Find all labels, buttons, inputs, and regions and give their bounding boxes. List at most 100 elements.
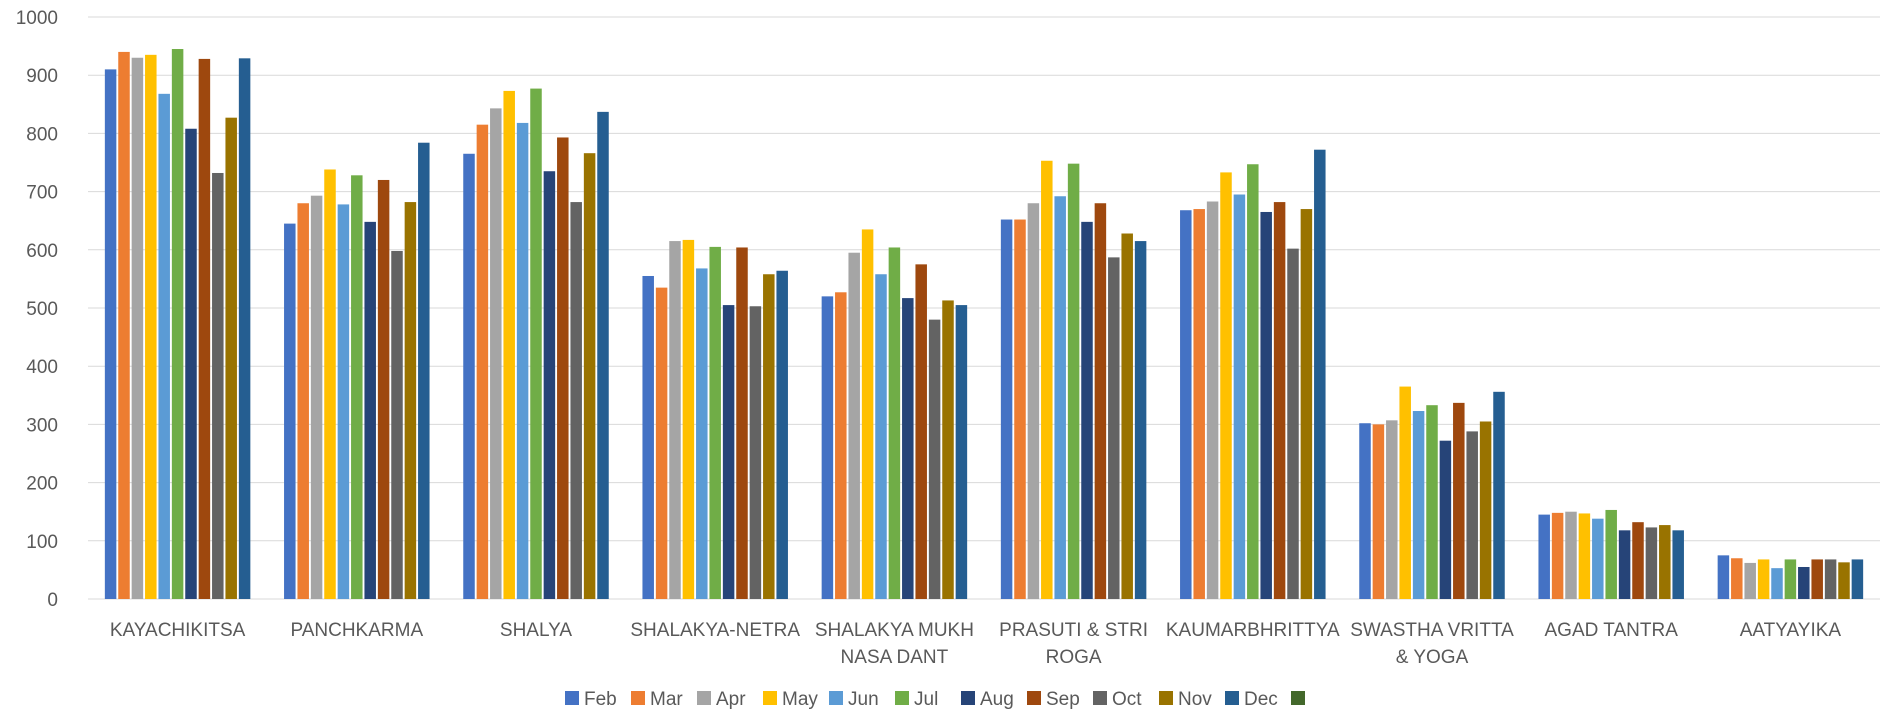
bar-aug [1260,211,1272,599]
legend-label: Jul [914,689,938,710]
bar-feb [284,223,296,600]
bar-apr [490,108,502,600]
bar-sep [1811,559,1823,599]
x-axis: KAYACHIKITSA PANCHKARMA SHALYA SHALAKYA-NET… [110,620,1842,668]
legend-swatch [1159,691,1173,705]
bar-sep [1453,402,1465,599]
legend-label: Mar [650,689,683,710]
bar-oct [1466,431,1478,599]
x-tick-label: NASA DANT [841,647,949,668]
bar-dec [1493,391,1505,599]
legend-swatch [697,691,711,705]
x-tick-label: AGAD TANTRA [1545,620,1679,641]
bar-oct [570,202,582,600]
bar-may [1578,513,1591,599]
bar-aug [1798,566,1810,599]
bar-dec [955,305,968,599]
bar-sep [736,247,748,600]
legend-swatch [1027,691,1041,705]
bar-feb [1000,219,1013,599]
bar-oct [1287,248,1299,600]
bar-apr [1206,201,1219,599]
bar-may [1757,559,1770,599]
bar-nov [1300,209,1313,599]
bar-jun [158,93,170,599]
bar-apr [669,241,681,599]
bar-jul [530,88,542,599]
bar-mar [1731,558,1743,599]
bar-nov [1659,525,1671,599]
y-tick-label: 1000 [16,8,58,29]
legend-label: May [782,689,818,710]
bar-may [682,239,695,599]
bar-dec [776,270,788,599]
bar-mar [1372,424,1385,599]
x-tick-label: AATYAYIKA [1740,620,1842,641]
bar-nov [1838,562,1850,599]
bar-jul [1784,559,1797,599]
bar-aug [902,298,914,599]
bar-sep [198,58,211,600]
bar-jul [1067,163,1080,599]
legend-swatch [1225,691,1239,705]
bar-aug [185,128,197,599]
bar-jun [1592,518,1604,599]
x-tick-label: KAYACHIKITSA [110,620,246,641]
bar-dec [1314,149,1326,600]
y-tick-label: 900 [26,66,58,87]
legend-swatch [565,691,579,705]
bar-nov [1121,233,1133,599]
legend-swatch [829,691,843,705]
bar-jun [1412,411,1425,599]
bar-nov [1479,421,1492,599]
bar-aug [364,221,376,599]
bar-sep [1632,522,1644,599]
bar-sep [557,137,569,599]
bar-jun [337,204,350,600]
bar-feb [1180,210,1192,599]
legend-label: Jun [848,689,879,710]
bar-may [503,90,515,599]
x-tick-label: SWASTHA VRITTA [1350,620,1514,641]
bar-apr [1744,562,1756,599]
bar-oct [1645,527,1658,599]
bar-feb [1538,514,1550,599]
bar-feb [104,69,117,599]
bar-nov [942,300,954,599]
bar-feb [463,153,475,599]
y-tick-label: 700 [26,183,58,204]
bar-dec [1134,241,1147,599]
y-tick-label: 400 [26,357,58,378]
y-tick-label: 800 [26,124,58,145]
legend-label: Nov [1178,689,1212,710]
bar-jun [1233,194,1246,599]
bar-sep [377,179,390,599]
bar-jul [709,246,721,599]
bar-may [145,54,157,599]
bar-apr [848,252,860,599]
bar-mar [297,203,309,600]
bar-aug [722,305,735,599]
bar-dec [1851,559,1864,599]
bar-aug [1618,530,1631,599]
bar-oct [391,250,403,600]
y-tick-label: 100 [26,532,58,553]
x-tick-label: KAUMARBHRITTYA [1166,620,1340,641]
y-tick-label: 600 [26,241,58,262]
bar-may [1041,160,1053,599]
bar-mar [118,51,130,600]
bar-aug [543,171,556,600]
bar-jun [1054,196,1066,600]
bar-sep [1273,202,1286,600]
legend-swatch [631,691,645,705]
bar-jun [875,274,887,599]
legend-label: Aug [980,689,1014,710]
bar-may [1399,386,1411,599]
bar-feb [1359,423,1371,599]
y-tick-label: 500 [26,299,58,320]
bar-jul [888,247,901,600]
bar-dec [238,58,251,599]
legend-label: Dec [1244,689,1278,710]
bar-dec [1672,530,1684,599]
